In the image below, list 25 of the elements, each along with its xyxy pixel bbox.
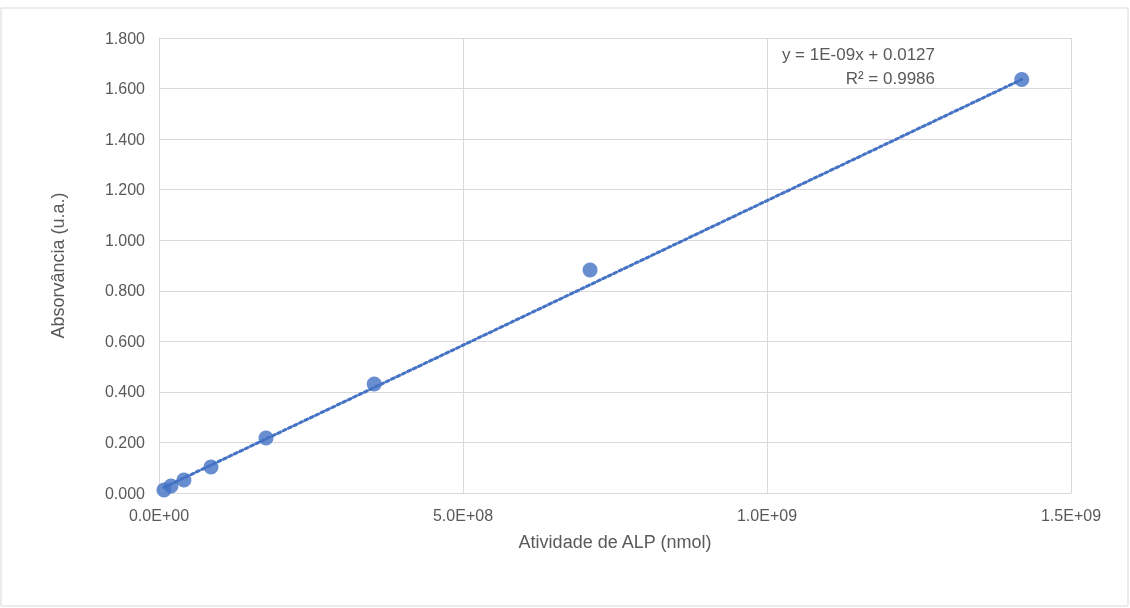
y-tick-label: 1.600 [104, 80, 146, 98]
y-tick-label: 1.400 [104, 130, 146, 148]
x-tick-label: 1.0E+09 [736, 506, 798, 524]
y-tick-label: 0.400 [104, 383, 146, 401]
x-tick-label: 1.5E+09 [1040, 506, 1102, 524]
x-axis-title: Atividade de ALP (nmol) [518, 532, 712, 552]
y-tick-label: 0.600 [104, 332, 146, 350]
annotation: R² = 0.9986 [845, 69, 935, 88]
x-tick-label: 5.0E+08 [432, 506, 494, 524]
annotation: y = 1E-09x + 0.0127 [781, 45, 935, 64]
point [582, 262, 598, 278]
point [1014, 71, 1030, 87]
y-tick-label: 0.000 [104, 484, 146, 502]
y-tick-label: 0.200 [104, 433, 146, 451]
point [176, 472, 192, 488]
point [366, 376, 382, 392]
y-axis-title: Absorvância (u.a.) [48, 192, 68, 339]
point [258, 430, 274, 446]
point [203, 459, 219, 475]
point [163, 478, 179, 494]
y-tick-label: 1.200 [104, 181, 146, 199]
y-tick-label: 1.000 [104, 231, 146, 249]
x-tick-label: 0.0E+00 [128, 506, 190, 524]
y-tick-label: 0.800 [104, 282, 146, 300]
y-tick-label: 1.800 [104, 29, 146, 47]
